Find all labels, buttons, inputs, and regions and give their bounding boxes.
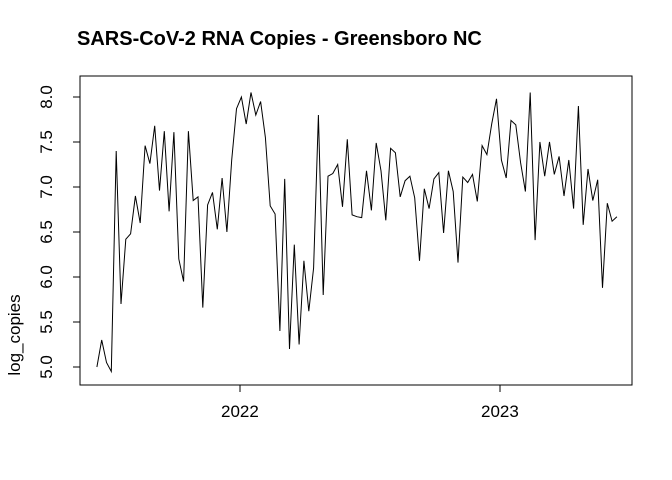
y-axis-tick-label: 6.0: [37, 265, 56, 289]
plot-box: [79, 75, 633, 386]
chart-title: SARS-CoV-2 RNA Copies - Greensboro NC: [77, 28, 482, 50]
x-axis-tick-label: 2023: [481, 402, 519, 421]
y-axis-tick-label: 7.5: [37, 130, 56, 154]
y-axis-tick-label: 6.5: [37, 220, 56, 244]
y-axis-tick-label: 7.0: [37, 175, 56, 199]
y-axis-tick-label: 8.0: [37, 85, 56, 109]
x-axis-tick-label: 2022: [221, 402, 259, 421]
y-axis-tick-label: 5.5: [37, 310, 56, 334]
y-axis-tick-label: 5.0: [37, 355, 56, 379]
series-line: [96, 92, 618, 374]
